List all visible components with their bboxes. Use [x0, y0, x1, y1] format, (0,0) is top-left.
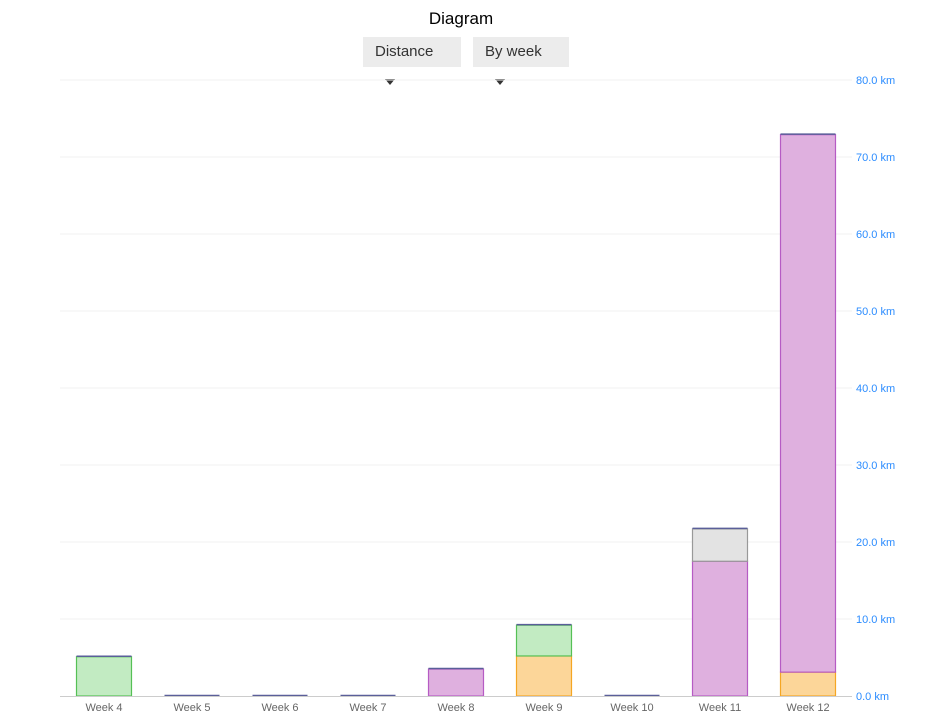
- period-label: By week: [485, 43, 542, 60]
- bar-segment: [515, 624, 573, 657]
- x-tick-label: Week 4: [85, 702, 122, 714]
- y-tick-label: 80.0 km: [856, 75, 895, 87]
- x-tick-label: Week 7: [349, 702, 386, 714]
- x-tick-label: Week 6: [261, 702, 298, 714]
- chart-title: Diagram: [428, 9, 494, 28]
- x-tick-label: Week 11: [699, 702, 741, 714]
- y-tick-label: 0.0 km: [856, 691, 889, 703]
- x-tick-label: Week 10: [610, 702, 653, 714]
- bar-segment: [691, 560, 749, 697]
- metric-label: Distance: [375, 43, 434, 60]
- y-tick-label: 70.0 km: [856, 152, 895, 164]
- y-tick-label: 30.0 km: [856, 460, 895, 472]
- y-tick-label: 20.0 km: [856, 537, 895, 549]
- bar-segment: [691, 528, 749, 562]
- bar-segment: [779, 671, 837, 697]
- y-tick-label: 60.0 km: [856, 229, 895, 241]
- bar-segment: [515, 655, 573, 697]
- bar-segment: [75, 656, 133, 697]
- bar-segment: [427, 668, 485, 697]
- bar-segment: [779, 134, 837, 673]
- period-dropdown[interactable]: By week: [473, 37, 569, 86]
- x-tick-label: Week 12: [786, 702, 829, 714]
- caret-down-icon: [385, 79, 395, 86]
- metric-dropdown[interactable]: Distance: [363, 37, 461, 86]
- x-tick-label: Week 5: [173, 702, 210, 714]
- y-tick-label: 10.0 km: [856, 614, 895, 626]
- x-tick-label: Week 8: [437, 702, 474, 714]
- caret-down-icon: [495, 79, 505, 86]
- y-tick-label: 40.0 km: [856, 383, 895, 395]
- y-tick-label: 50.0 km: [856, 306, 895, 318]
- x-tick-label: Week 9: [525, 702, 562, 714]
